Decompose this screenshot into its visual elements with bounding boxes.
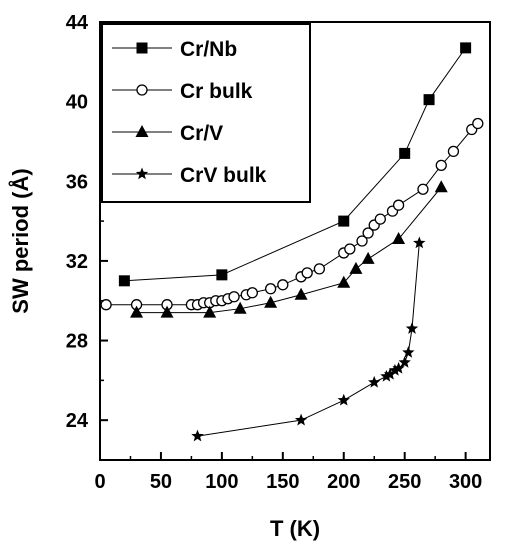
legend-label: Cr/Nb <box>180 38 237 61</box>
data-point-cr-bulk <box>447 145 460 158</box>
data-point-crv-bulk <box>368 375 381 388</box>
data-point-cr-v <box>294 287 308 300</box>
data-point-cr-bulk <box>356 235 368 247</box>
data-point-cr-v <box>337 275 351 288</box>
data-point-cr-nb <box>216 269 228 281</box>
x-axis-title: T (K) <box>270 516 320 541</box>
data-point-cr-bulk <box>301 267 313 279</box>
data-point-crv-bulk <box>383 367 397 380</box>
data-point-cr-bulk <box>313 263 326 275</box>
data-point-cr-bulk <box>100 299 112 311</box>
data-point-cr-nb <box>460 42 472 54</box>
data-point-cr-nb <box>338 215 350 227</box>
data-point-cr-v <box>264 295 278 308</box>
data-point-cr-v <box>349 261 363 274</box>
series-cr-nb <box>118 42 472 287</box>
data-point-crv-bulk <box>337 393 350 406</box>
legend-marker <box>135 167 149 180</box>
data-point-crv-bulk <box>402 345 415 358</box>
plot-frame <box>99 21 491 461</box>
data-point-crv-bulk <box>413 236 426 249</box>
y-tick-label: 44 <box>66 12 89 34</box>
data-point-cr-v <box>434 180 448 193</box>
data-point-crv-bulk <box>388 363 402 376</box>
axis-ticks: 0 50 100 150 200 250 300 24 28 32 36 40 44 <box>66 12 483 493</box>
x-tick-label: 100 <box>205 471 238 493</box>
legend-marker <box>135 125 149 137</box>
data-point-cr-bulk <box>472 117 484 130</box>
data-point-cr-v <box>160 305 174 318</box>
data-point-cr-bulk <box>417 183 429 195</box>
x-tick-label: 50 <box>150 471 172 493</box>
y-tick-label: 24 <box>66 410 89 432</box>
y-tick-label: 32 <box>66 251 88 273</box>
data-point-cr-v <box>233 301 247 314</box>
data-point-cr-bulk <box>277 279 289 291</box>
data-point-cr-bulk <box>374 213 386 225</box>
data-point-cr-bulk <box>362 227 374 239</box>
data-point-cr-v <box>392 232 406 245</box>
legend-item-cr-v: Cr/V <box>112 122 223 145</box>
data-point-crv-bulk <box>405 322 419 334</box>
legend-label: Cr/V <box>180 122 223 145</box>
data-point-cr-bulk <box>246 287 258 299</box>
x-tick-label: 150 <box>266 471 299 493</box>
x-tick-label: 200 <box>327 471 360 493</box>
y-axis-title: SW period (Å) <box>7 168 33 313</box>
data-point-crv-bulk <box>398 355 411 368</box>
data-point-cr-nb <box>118 275 130 287</box>
data-point-crv-bulk <box>191 429 204 442</box>
data-point-cr-v <box>361 251 375 264</box>
series-cr-bulk <box>100 117 484 311</box>
series-cr-v <box>130 180 448 318</box>
x-tick-label: 250 <box>388 471 421 493</box>
data-point-cr-nb <box>423 94 435 106</box>
legend-item-cr-nb: Cr/Nb <box>112 38 237 61</box>
data-point-cr-bulk <box>264 283 277 295</box>
series-crv-bulk <box>191 236 426 442</box>
data-point-crv-bulk <box>392 361 405 374</box>
legend-label: Cr bulk <box>180 80 253 103</box>
series-layer <box>100 42 484 442</box>
y-tick-label: 36 <box>66 171 88 193</box>
data-point-cr-bulk <box>392 199 405 211</box>
data-point-cr-bulk <box>344 243 356 255</box>
legend-marker <box>136 84 148 96</box>
x-tick-label: 300 <box>449 471 482 493</box>
data-point-cr-bulk <box>228 291 240 303</box>
legend-item-cr-bulk: Cr bulk <box>112 80 253 103</box>
data-point-crv-bulk <box>380 369 393 382</box>
legend-label: CrV bulk <box>180 164 267 187</box>
legend: Cr/Nb Cr bulk Cr/V CrV bulk <box>101 23 311 203</box>
data-point-cr-bulk <box>435 159 447 171</box>
legend-item-crv-bulk: CrV bulk <box>112 164 267 187</box>
data-point-cr-v <box>203 305 217 318</box>
y-tick-label: 40 <box>66 92 88 114</box>
data-point-crv-bulk <box>294 413 308 426</box>
data-point-cr-v <box>130 305 144 318</box>
series-line-cr-nb <box>124 47 467 282</box>
x-tick-label: 0 <box>94 471 105 493</box>
y-tick-label: 28 <box>66 331 88 353</box>
legend-marker <box>136 42 148 54</box>
data-point-cr-nb <box>399 147 411 159</box>
